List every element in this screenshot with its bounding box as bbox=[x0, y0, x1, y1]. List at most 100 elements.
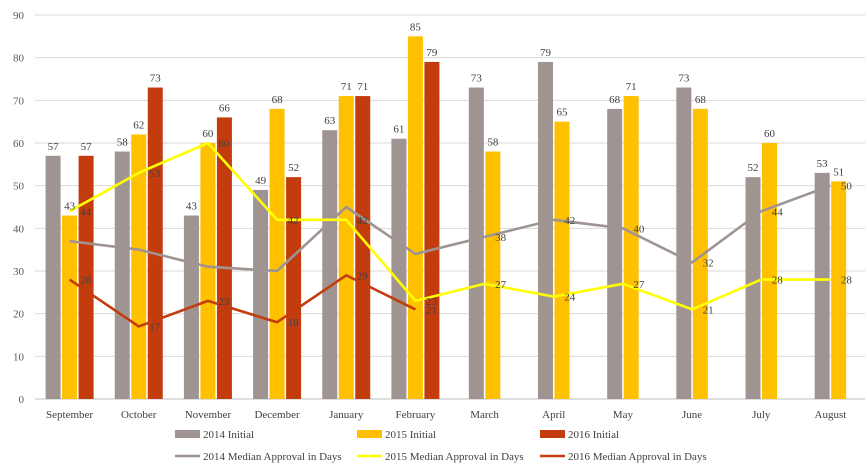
bar-data-label: 43 bbox=[64, 201, 76, 213]
line-data-label: 18 bbox=[288, 317, 300, 329]
x-axis-categories: September October November December January F… bbox=[46, 409, 846, 421]
bar-data-label: 85 bbox=[410, 21, 422, 33]
bar-data-label: 79 bbox=[540, 47, 552, 59]
legend: 2014 Initial 2015 Initial 2016 Initial 2014… bbox=[175, 429, 707, 463]
bar bbox=[814, 172, 830, 399]
x-tick-label: May bbox=[613, 409, 634, 421]
y-tick-label: 0 bbox=[19, 394, 25, 406]
line-data-label: 42 bbox=[288, 215, 299, 227]
line-data-label: 50 bbox=[841, 181, 853, 193]
bar bbox=[286, 177, 302, 399]
y-tick-label: 60 bbox=[13, 138, 25, 150]
bar-data-label: 63 bbox=[324, 115, 336, 127]
bar bbox=[692, 108, 708, 399]
line-data-label: 23 bbox=[218, 296, 230, 308]
bar bbox=[745, 177, 761, 399]
line-data-label: 24 bbox=[564, 292, 576, 304]
bar-data-label: 71 bbox=[626, 81, 637, 93]
line-data-label: 42 bbox=[357, 215, 368, 227]
x-tick-label: March bbox=[470, 409, 499, 421]
bar-data-label: 57 bbox=[48, 141, 60, 153]
bar-data-label: 73 bbox=[678, 73, 690, 85]
line-data-label: 21 bbox=[426, 304, 437, 316]
y-tick-label: 10 bbox=[13, 351, 25, 363]
bar bbox=[485, 151, 501, 399]
bar-data-label: 53 bbox=[817, 158, 829, 170]
x-tick-label: September bbox=[46, 409, 93, 421]
bar-data-label: 68 bbox=[695, 94, 707, 106]
y-tick-label: 40 bbox=[13, 223, 25, 235]
bar bbox=[676, 87, 692, 400]
line-data-label: 21 bbox=[703, 304, 714, 316]
line-data-label: 42 bbox=[564, 215, 575, 227]
bar bbox=[554, 121, 570, 400]
y-axis-ticks: 0 10 20 30 40 50 60 70 80 90 bbox=[13, 10, 25, 406]
bar bbox=[78, 155, 94, 399]
bar-data-label: 68 bbox=[272, 94, 284, 106]
y-tick-label: 80 bbox=[13, 53, 25, 65]
legend-swatch bbox=[540, 430, 565, 438]
bar-data-label: 68 bbox=[609, 94, 621, 106]
x-tick-label: November bbox=[185, 409, 232, 421]
bar bbox=[607, 108, 623, 399]
bar-data-label: 79 bbox=[426, 47, 438, 59]
x-tick-label: August bbox=[815, 409, 847, 421]
legend-swatch bbox=[357, 430, 382, 438]
bar-data-label: 71 bbox=[357, 81, 368, 93]
bar bbox=[762, 143, 777, 399]
legend-swatch bbox=[175, 430, 200, 438]
legend-label: 2016 Initial bbox=[568, 429, 619, 441]
bar-data-label: 61 bbox=[393, 124, 404, 136]
line-data-label: 27 bbox=[495, 279, 507, 291]
bar bbox=[407, 36, 423, 399]
bar bbox=[269, 108, 285, 399]
bar bbox=[131, 134, 147, 399]
bar-data-label: 60 bbox=[764, 128, 776, 140]
bar bbox=[338, 96, 354, 400]
y-tick-label: 20 bbox=[13, 309, 25, 321]
bar-data-label: 60 bbox=[202, 128, 214, 140]
line-data-label: 29 bbox=[357, 270, 369, 282]
bar bbox=[114, 151, 130, 399]
bar bbox=[253, 189, 269, 399]
legend-label: 2016 Median Approval in Days bbox=[568, 451, 707, 463]
bar-data-label: 73 bbox=[150, 73, 162, 85]
y-tick-label: 70 bbox=[13, 95, 25, 107]
series-line bbox=[68, 273, 416, 328]
x-tick-label: July bbox=[752, 409, 771, 421]
bar bbox=[147, 87, 163, 400]
bar bbox=[468, 87, 484, 400]
line-data-label: 53 bbox=[149, 168, 161, 180]
bar bbox=[424, 61, 440, 399]
line-data-label: 44 bbox=[772, 206, 784, 218]
line-data-label: 28 bbox=[80, 275, 92, 287]
bar-data-label: 57 bbox=[81, 141, 93, 153]
bar-data-label: 58 bbox=[117, 137, 129, 149]
line-data-label: 40 bbox=[633, 223, 645, 235]
x-tick-label: April bbox=[542, 409, 565, 421]
bar bbox=[200, 143, 216, 399]
series-line bbox=[69, 184, 831, 273]
y-tick-label: 50 bbox=[13, 181, 25, 193]
legend-label: 2015 Median Approval in Days bbox=[385, 451, 524, 463]
x-tick-label: February bbox=[396, 409, 436, 421]
line-data-label: 44 bbox=[80, 206, 92, 218]
bar-data-label: 65 bbox=[557, 107, 569, 119]
legend-label: 2014 Initial bbox=[203, 429, 254, 441]
bar bbox=[62, 215, 78, 399]
legend-label: 2015 Initial bbox=[385, 429, 436, 441]
bar-data-label: 52 bbox=[748, 162, 759, 174]
bar-data-label: 49 bbox=[255, 175, 267, 187]
bar-data-label: 62 bbox=[133, 119, 144, 131]
bar bbox=[391, 138, 407, 399]
series-line bbox=[68, 141, 831, 311]
line-data-label: 27 bbox=[633, 279, 645, 291]
bar bbox=[322, 130, 338, 399]
line-data-label: 32 bbox=[703, 257, 714, 269]
bar bbox=[216, 117, 232, 400]
bars bbox=[45, 36, 847, 400]
y-tick-label: 30 bbox=[13, 266, 25, 278]
bar-data-label: 73 bbox=[471, 73, 483, 85]
